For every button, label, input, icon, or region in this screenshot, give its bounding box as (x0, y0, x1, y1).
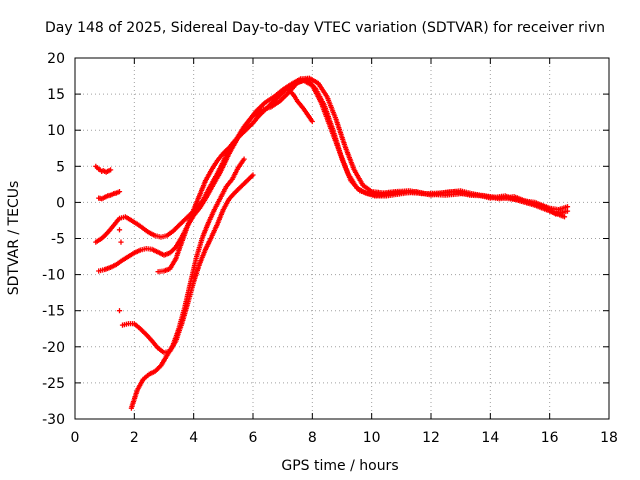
y-axis-label: SDTVAR / TECUs (6, 181, 22, 296)
x-tick-label: 0 (71, 430, 80, 446)
x-tick-label: 14 (481, 430, 499, 446)
grid (75, 58, 609, 419)
series-track-d (128, 156, 247, 411)
data-point (309, 118, 315, 125)
x-tick-label: 16 (541, 430, 559, 446)
y-tick-label: 15 (47, 87, 65, 103)
series-track-b (96, 75, 571, 274)
data-point (564, 208, 571, 214)
data-point (564, 204, 571, 210)
x-tick-label: 2 (130, 430, 139, 446)
series-short-segments (93, 87, 315, 314)
data-point (250, 172, 256, 178)
y-tick-label: -20 (42, 340, 65, 356)
chart-title: Day 148 of 2025, Sidereal Day-to-day VTE… (45, 20, 605, 36)
x-tick-label: 4 (189, 430, 198, 446)
data-point (116, 227, 123, 233)
y-tick-label: -5 (51, 232, 65, 248)
data-points (93, 75, 571, 411)
y-tick-label: -25 (42, 376, 65, 392)
data-point (108, 167, 114, 173)
x-axis-label: GPS time / hours (281, 458, 398, 474)
data-point (116, 189, 123, 195)
series-track-e (155, 77, 568, 275)
y-tick-label: 0 (56, 195, 65, 211)
y-tick-label: 20 (47, 51, 65, 67)
data-point (241, 156, 247, 162)
series-track-c (119, 172, 256, 356)
x-tick-label: 8 (308, 430, 317, 446)
x-tick-label: 10 (363, 430, 381, 446)
y-tick-label: -10 (42, 268, 65, 284)
data-point (116, 308, 123, 314)
data-point (118, 239, 124, 245)
y-tick-label: 5 (56, 159, 65, 175)
y-tick-label: -30 (42, 412, 65, 428)
data-point (561, 214, 568, 220)
x-tick-label: 6 (249, 430, 258, 446)
y-tick-label: 10 (47, 123, 65, 139)
x-tick-label: 18 (600, 430, 618, 446)
y-tick-label: -15 (42, 304, 65, 320)
x-tick-label: 12 (422, 430, 440, 446)
plot-frame (74, 57, 610, 420)
axis-ticks: 0 2 4 6 8 10 12 14 16 18 -30 -25 -20 -15 -10 -5 0 5 10 15 20 (42, 51, 618, 446)
